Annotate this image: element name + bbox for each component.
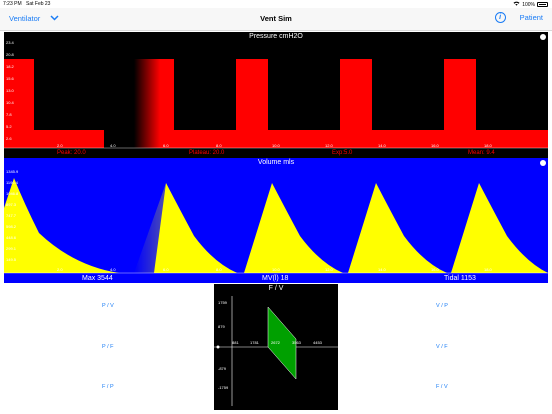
volume-x-tick: 6.0 <box>163 267 169 272</box>
pressure-y-tick: 5.2 <box>6 124 12 129</box>
fv-y-tick: 879 <box>218 324 225 329</box>
chevron-down-icon <box>50 14 59 23</box>
pressure-y-tick: 10.4 <box>6 100 14 105</box>
fv-x-tick: 4453 <box>313 340 322 345</box>
pressure-x-tick: 8.0 <box>216 143 222 148</box>
wifi-icon <box>513 1 520 8</box>
volume-x-tick: 18.0 <box>484 267 492 272</box>
page-title: Vent Sim <box>260 14 292 23</box>
volume-y-tick: 149.5 <box>6 257 17 262</box>
status-date: Sat Feb 23 <box>26 1 51 7</box>
fv-loop-panel: F / V 1759 879 -879 -1759 881 1781 2672 … <box>214 284 338 410</box>
fv-y-tick: 1759 <box>218 300 227 305</box>
plateau-pressure: Plateau: 20.0 <box>189 150 225 156</box>
status-time: 7:23 PM <box>3 1 22 7</box>
nav-right-group: i Patient <box>494 12 543 23</box>
ventilator-menu-button[interactable]: Ventilator <box>9 14 59 23</box>
fv-loop <box>267 306 297 380</box>
volume-x-tick: 16.0 <box>431 267 439 272</box>
volume-panel: Volume mls 1345.9 1196.4 1046.8 897.3 74… <box>4 158 548 276</box>
volume-trace <box>4 178 548 273</box>
pressure-x-tick: 16.0 <box>431 143 439 148</box>
battery-icon <box>537 2 548 7</box>
volume-y-tick: 747.7 <box>6 213 17 218</box>
info-icon[interactable]: i <box>494 12 506 23</box>
fv-loop-graph <box>214 296 338 406</box>
status-bar: 7:23 PM Sat Feb 23 100% <box>0 0 552 8</box>
fv-x-tick: 881 <box>232 340 239 345</box>
navigation-bar: Ventilator Vent Sim i Patient <box>0 8 552 31</box>
fv-y-tick: -1759 <box>218 385 229 390</box>
pressure-y-tick: 20.8 <box>6 52 14 57</box>
volume-graph <box>4 158 548 276</box>
pressure-y-tick: 18.2 <box>6 64 14 69</box>
exp-pressure: Exp:5.0 <box>332 150 353 156</box>
pressure-graph <box>4 32 548 151</box>
pressure-title: Pressure cmH2O <box>249 33 303 40</box>
pf-graph-button[interactable]: P / F <box>102 344 114 350</box>
volume-x-tick: 4.0 <box>110 267 116 272</box>
volume-y-tick: 1345.9 <box>6 169 19 174</box>
patient-button[interactable]: Patient <box>519 13 543 22</box>
mean-pressure: Mean: 9.4 <box>468 150 495 156</box>
volume-options-icon[interactable] <box>540 160 546 166</box>
pressure-x-tick: 4.0 <box>110 143 116 148</box>
volume-y-tick: 1196.4 <box>6 180 18 185</box>
volume-x-tick: 14.0 <box>378 267 386 272</box>
pressure-x-tick: 14.0 <box>378 143 386 148</box>
pressure-panel: Pressure cmH2O 23.4 20.8 18.2 15.6 13.0 … <box>4 32 548 151</box>
fv-x-tick: 2672 <box>271 340 280 345</box>
minute-volume: MV(l) 18 <box>262 275 289 282</box>
volume-y-tick: 1046.8 <box>6 191 19 196</box>
volume-y-tick: 448.6 <box>6 235 17 240</box>
ventilator-label: Ventilator <box>9 14 41 23</box>
volume-x-tick: 12.0 <box>325 267 333 272</box>
pressure-y-tick: 15.6 <box>6 76 14 81</box>
volume-x-tick: 2.0 <box>57 267 63 272</box>
volume-y-tick: 598.2 <box>6 224 17 229</box>
fv-y-tick: -879 <box>218 366 227 371</box>
fv-x-tick: 3563 <box>292 340 301 345</box>
pressure-x-tick: 10.0 <box>272 143 280 148</box>
pressure-x-tick: 6.0 <box>163 143 169 148</box>
fp-graph-button[interactable]: F / P <box>102 384 114 390</box>
vf-graph-button[interactable]: V / F <box>436 344 448 350</box>
pressure-x-tick: 18.0 <box>484 143 492 148</box>
volume-title: Volume mls <box>257 159 295 166</box>
pressure-y-tick: 13.0 <box>6 88 14 93</box>
pressure-y-tick: 23.4 <box>6 40 14 45</box>
volume-x-tick: 10.0 <box>272 267 280 272</box>
battery-percent: 100% <box>522 1 535 8</box>
vp-graph-button[interactable]: V / P <box>436 303 448 309</box>
volume-stats: Max 3544 MV(l) 18 Tidal 1153 <box>4 275 548 283</box>
volume-x-tick: 8.0 <box>216 267 222 272</box>
pressure-y-tick: 2.6 <box>6 136 12 141</box>
status-right: 100% <box>513 1 548 8</box>
pressure-x-tick: 2.0 <box>57 143 63 148</box>
pressure-stats: Peak: 20.0 Plateau: 20.0 Exp:5.0 Mean: 9… <box>4 150 548 158</box>
pressure-trace <box>4 59 548 148</box>
volume-max: Max 3544 <box>82 275 113 282</box>
pressure-options-icon[interactable] <box>540 34 546 40</box>
pressure-y-tick: 7.8 <box>6 112 12 117</box>
volume-y-tick: 897.3 <box>6 202 17 207</box>
fv-x-tick: 1781 <box>250 340 259 345</box>
tidal-volume: Tidal 1153 <box>444 275 476 282</box>
pv-graph-button[interactable]: P / V <box>102 303 114 309</box>
fv-graph-button[interactable]: F / V <box>436 384 448 390</box>
pressure-x-tick: 12.0 <box>325 143 333 148</box>
fv-title: F / V <box>268 285 284 292</box>
peak-pressure: Peak: 20.0 <box>57 150 86 156</box>
volume-y-tick: 299.1 <box>6 246 17 251</box>
